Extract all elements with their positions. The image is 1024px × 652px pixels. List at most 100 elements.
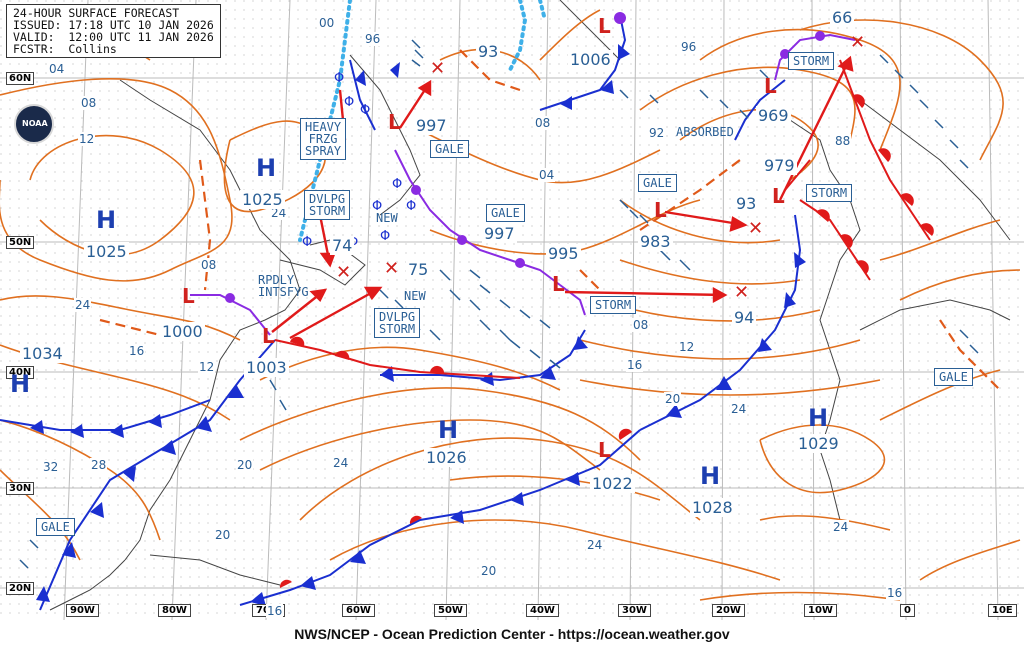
lon-10w-label: 10W — [804, 604, 837, 617]
high-center-pressure: 1029 — [796, 434, 841, 453]
svg-text:Φ: Φ — [372, 199, 382, 214]
storm-label: STORM — [788, 52, 835, 70]
forecast-position-marker: ✕ — [430, 58, 446, 79]
isobar-label: 16 — [886, 586, 904, 600]
isobar-label: 20 — [214, 528, 232, 542]
forecast-position-pressure: 94 — [732, 308, 757, 327]
forecast-position-marker: ✕ — [748, 218, 764, 239]
forecast-position-pressure: 75 — [406, 260, 431, 279]
header-forecaster: FCSTR: Collins — [13, 42, 117, 56]
storm-label: STORM — [590, 296, 637, 314]
header-issued: ISSUED: 17:18 UTC 10 JAN 2026 — [13, 18, 214, 32]
isobar-label: 08 — [534, 116, 552, 130]
isobar-label: 96 — [680, 40, 698, 54]
new-label: NEW — [376, 211, 398, 225]
high-center-pressure: 1028 — [690, 498, 735, 517]
isobar-label: 20 — [480, 564, 498, 578]
developing-storm-label: DVLPG STORM — [304, 190, 351, 220]
low-center-symbol: L — [772, 184, 785, 208]
rapidly-intensifying-label: RPDLY INTSFYG — [258, 273, 309, 299]
isobar-label: 24 — [270, 206, 288, 220]
developing-storm-label: DVLPG STORM — [374, 308, 421, 338]
isobar-label: 32 — [42, 460, 60, 474]
low-center-pressure: 979 — [762, 156, 797, 175]
absorbed-label: ABSORBED — [676, 125, 734, 139]
isobar-label: 08 — [200, 258, 218, 272]
gale-label: GALE — [934, 368, 973, 386]
gale-label: GALE — [486, 204, 525, 222]
high-center-pressure: 1025 — [84, 242, 129, 261]
gale-label: GALE — [36, 518, 75, 536]
isobar-label: 12 — [198, 360, 216, 374]
lon-60w-label: 60W — [342, 604, 375, 617]
high-center-symbol: H — [808, 404, 829, 432]
noaa-logo: NOAA — [14, 104, 54, 144]
high-center-pressure: 1025 — [240, 190, 285, 209]
lon-40w-label: 40W — [526, 604, 559, 617]
isobar-label: 20 — [664, 392, 682, 406]
high-center-symbol: H — [700, 462, 721, 490]
forecast-position-marker: ✕ — [850, 32, 866, 53]
low-center-symbol: L — [598, 14, 611, 38]
low-center-pressure: 997 — [414, 116, 449, 135]
lat-30n-label: 30N — [6, 482, 35, 495]
low-center-pressure: 995 — [546, 244, 581, 263]
high-center-pressure: 1026 — [424, 448, 469, 467]
low-center-symbol: L — [182, 284, 195, 308]
isobar-label: 12 — [78, 132, 96, 146]
isobar-label: 12 — [678, 340, 696, 354]
isobar-label: 88 — [834, 134, 852, 148]
low-center-pressure: 983 — [638, 232, 673, 251]
gale-label: GALE — [638, 174, 677, 192]
svg-text:Φ: Φ — [406, 199, 416, 214]
isobar-label: 16 — [128, 344, 146, 358]
lon-20w-label: 20W — [712, 604, 745, 617]
high-center-symbol: H — [256, 154, 277, 182]
footer-credit: NWS/NCEP - Ocean Prediction Center - htt… — [294, 626, 730, 642]
lat-60n-label: 60N — [6, 72, 35, 85]
isobar-label: 20 — [236, 458, 254, 472]
isobar-label: 24 — [586, 538, 604, 552]
low-center-pressure: 1006 — [568, 50, 613, 69]
isobar-label: 08 — [632, 318, 650, 332]
isobar-label: 04 — [48, 62, 66, 76]
low-center-pressure: 1022 — [590, 474, 635, 493]
isobar-label: 24 — [832, 520, 850, 534]
lat-20n-label: 20N — [6, 582, 35, 595]
forecast-position-marker: ✕ — [384, 258, 400, 279]
low-center-symbol: L — [262, 324, 275, 348]
forecast-position-pressure: 93 — [476, 42, 501, 61]
lon-30w-label: 30W — [618, 604, 651, 617]
svg-text:Φ: Φ — [380, 229, 390, 244]
forecast-position-pressure: 74 — [330, 236, 355, 255]
isobar-label: 16 — [266, 604, 284, 618]
isobar-label: 24 — [332, 456, 350, 470]
high-center-symbol: H — [438, 416, 459, 444]
svg-text:Φ: Φ — [360, 103, 370, 118]
high-center-symbol: H — [10, 370, 31, 398]
low-center-symbol: L — [388, 110, 401, 134]
low-center-pressure: 1000 — [160, 322, 205, 341]
low-center-symbol: L — [552, 272, 565, 296]
header-title: 24-HOUR SURFACE FORECAST — [13, 6, 180, 20]
low-center-symbol: L — [764, 74, 777, 98]
svg-text:Φ: Φ — [392, 177, 402, 192]
lon-90w-label: 90W — [66, 604, 99, 617]
isobar-label: 24 — [74, 298, 92, 312]
low-center-pressure: 969 — [756, 106, 791, 125]
new-label: NEW — [404, 289, 426, 303]
lon-50w-label: 50W — [434, 604, 467, 617]
lon-80w-label: 80W — [158, 604, 191, 617]
header-valid: VALID: 12:00 UTC 11 JAN 2026 — [13, 30, 214, 44]
high-center-symbol: H — [96, 206, 117, 234]
forecast-position-pressure: 66 — [830, 8, 855, 27]
forecast-header: 24-HOUR SURFACE FORECAST ISSUED: 17:18 U… — [6, 4, 221, 58]
svg-text:Φ: Φ — [302, 235, 312, 250]
forecast-position-marker: ✕ — [734, 282, 750, 303]
lon-10e-label: 10E — [988, 604, 1017, 617]
lat-40n-label: 40N — [6, 366, 35, 379]
isobar-label: 92 — [648, 126, 666, 140]
low-center-symbol: L — [654, 198, 667, 222]
forecast-position-pressure: 997 — [482, 224, 517, 243]
isobar-label: 96 — [364, 32, 382, 46]
